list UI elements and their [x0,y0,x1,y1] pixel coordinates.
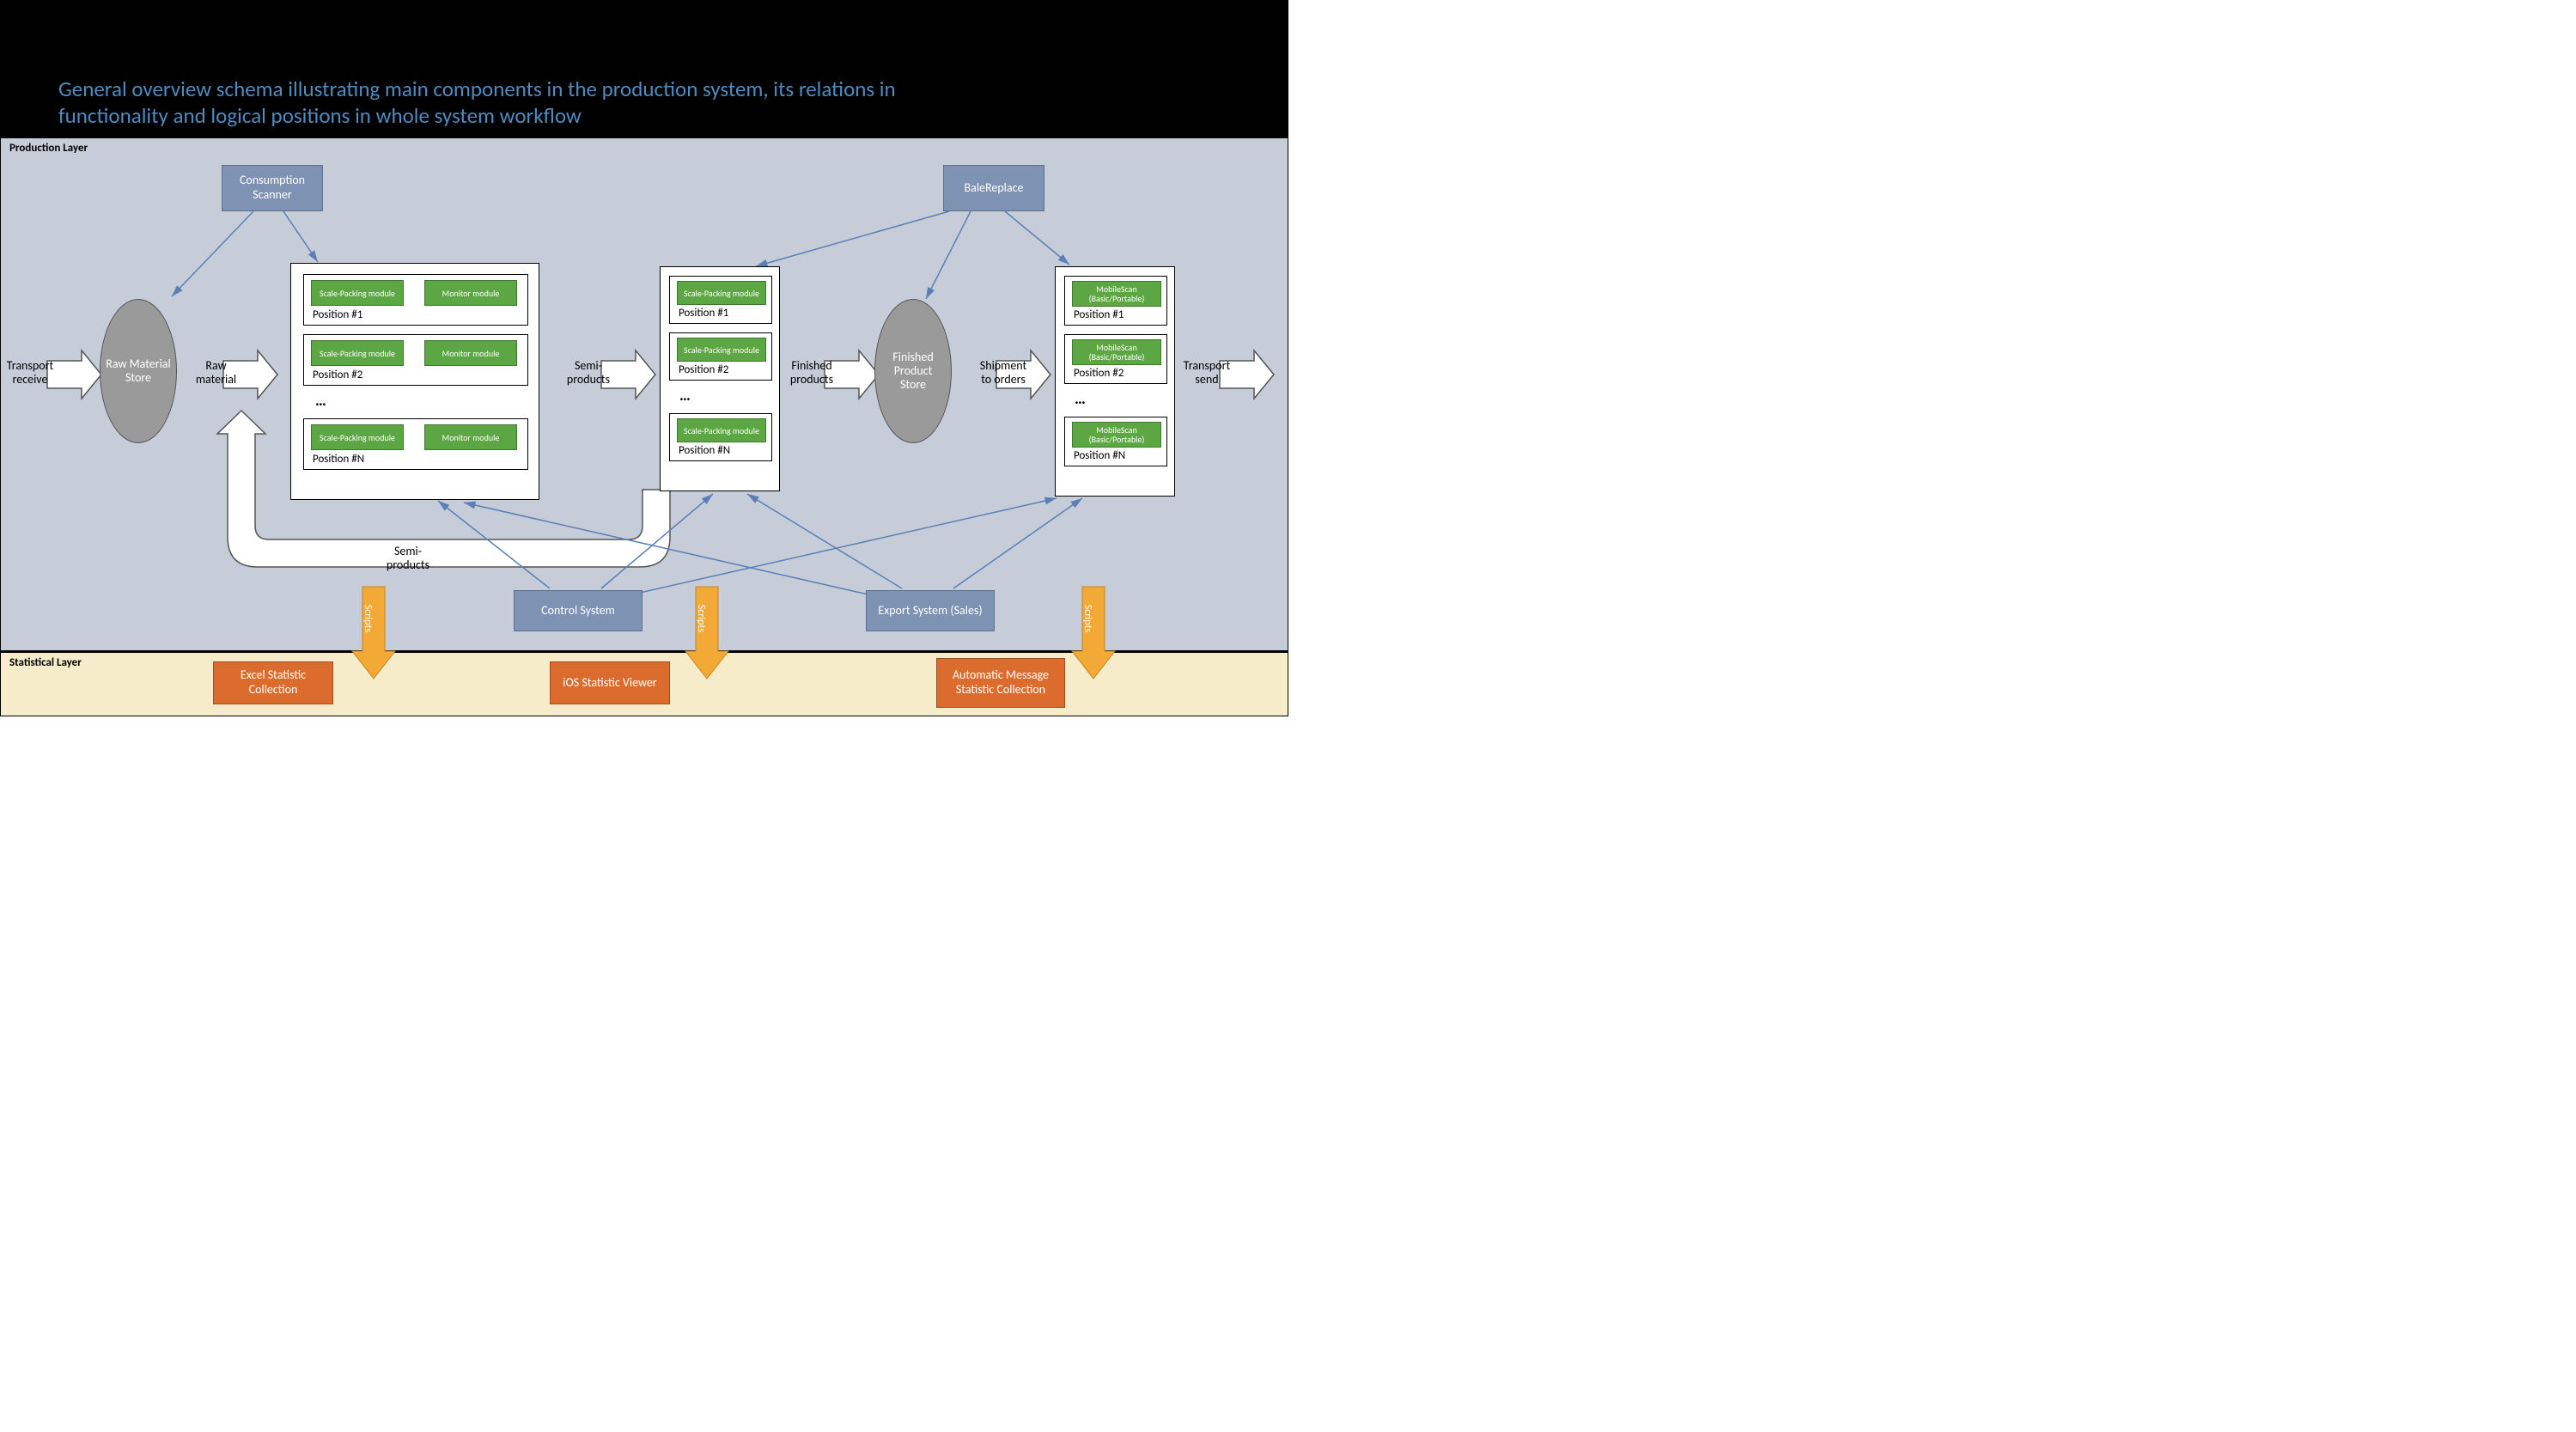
label-raw-material: Rawmaterial [192,359,240,387]
label-transport-send: Transportsend [1177,359,1237,387]
label-semi-products: Semi-products [558,359,618,387]
c3p2-label: Position #2 [1074,367,1124,380]
c3-position-n: MobileScan (Basic/Portable) Position #N [1064,417,1167,466]
c2p2-label: Position #2 [679,363,728,376]
raw-material-store: Raw Material Store [100,299,177,443]
c1p2-scale-packing: Scale-Packing module [311,340,404,366]
c1p2-monitor: Monitor module [424,340,517,366]
c1p2-label: Position #2 [313,369,362,381]
label-finished-products: Finishedproducts [782,359,842,387]
production-layer-label: Production Layer [9,142,88,155]
c2-ellipsis: … [679,386,691,405]
c2p1-label: Position #1 [679,307,728,320]
c2p1-scale-packing: Scale-Packing module [677,281,766,305]
c2-position-1: Scale-Packing module Position #1 [669,276,772,324]
c3pn-mobilescan: MobileScan (Basic/Portable) [1072,422,1161,448]
c3p1-mobilescan: MobileScan (Basic/Portable) [1072,281,1161,307]
label-loop-semi-products: Semi-products [374,545,442,572]
c3pn-label: Position #N [1074,449,1125,462]
container-positions-2: Scale-Packing module Position #1 Scale-P… [660,266,780,491]
c3p1-label: Position #1 [1074,308,1124,321]
c2-position-n: Scale-Packing module Position #N [669,413,772,461]
c2p2-scale-packing: Scale-Packing module [677,338,766,362]
c2pn-label: Position #N [679,444,730,457]
label-shipment: Shipmentto orders [969,359,1038,387]
c3-ellipsis: … [1075,389,1086,408]
c1pn-monitor: Monitor module [424,424,517,450]
stat-auto-box: Automatic Message Statistic Collection [936,658,1065,708]
c1-ellipsis: … [315,391,326,410]
bale-replace-box: BaleReplace [943,165,1044,211]
label-transport-receive: Transportreceive [4,359,56,387]
container-positions-3: MobileScan (Basic/Portable) Position #1 … [1055,266,1175,497]
c1-position-n: Scale-Packing module Monitor module Posi… [303,418,528,470]
stat-excel-box: Excel Statistic Collection [213,661,333,704]
c1pn-label: Position #N [313,453,364,466]
c1p1-monitor: Monitor module [424,280,517,306]
container-positions-1: Scale-Packing module Monitor module Posi… [290,263,539,500]
c1p1-scale-packing: Scale-Packing module [311,280,404,306]
c2pn-scale-packing: Scale-Packing module [677,418,766,442]
c1pn-scale-packing: Scale-Packing module [311,424,404,450]
c2-position-2: Scale-Packing module Position #2 [669,332,772,381]
stat-ios-box: iOS Statistic Viewer [550,661,670,704]
c3-position-1: MobileScan (Basic/Portable) Position #1 [1064,276,1167,326]
c3p2-mobilescan: MobileScan (Basic/Portable) [1072,339,1161,365]
c3-position-2: MobileScan (Basic/Portable) Position #2 [1064,334,1167,384]
c1p1-label: Position #1 [313,308,362,321]
c1-position-2: Scale-Packing module Monitor module Posi… [303,334,528,386]
c1-position-1: Scale-Packing module Monitor module Posi… [303,274,528,326]
statistical-layer-label: Statistical Layer [9,656,82,669]
finished-product-store: Finished Product Store [874,299,952,443]
diagram-canvas: General overview schema illustrating mai… [0,0,1288,716]
control-system-box: Control System [514,590,642,631]
consumption-scanner-box: Consumption Scanner [222,165,323,211]
export-system-box: Export System (Sales) [866,590,995,631]
page-title: General overview schema illustrating mai… [58,76,1003,130]
